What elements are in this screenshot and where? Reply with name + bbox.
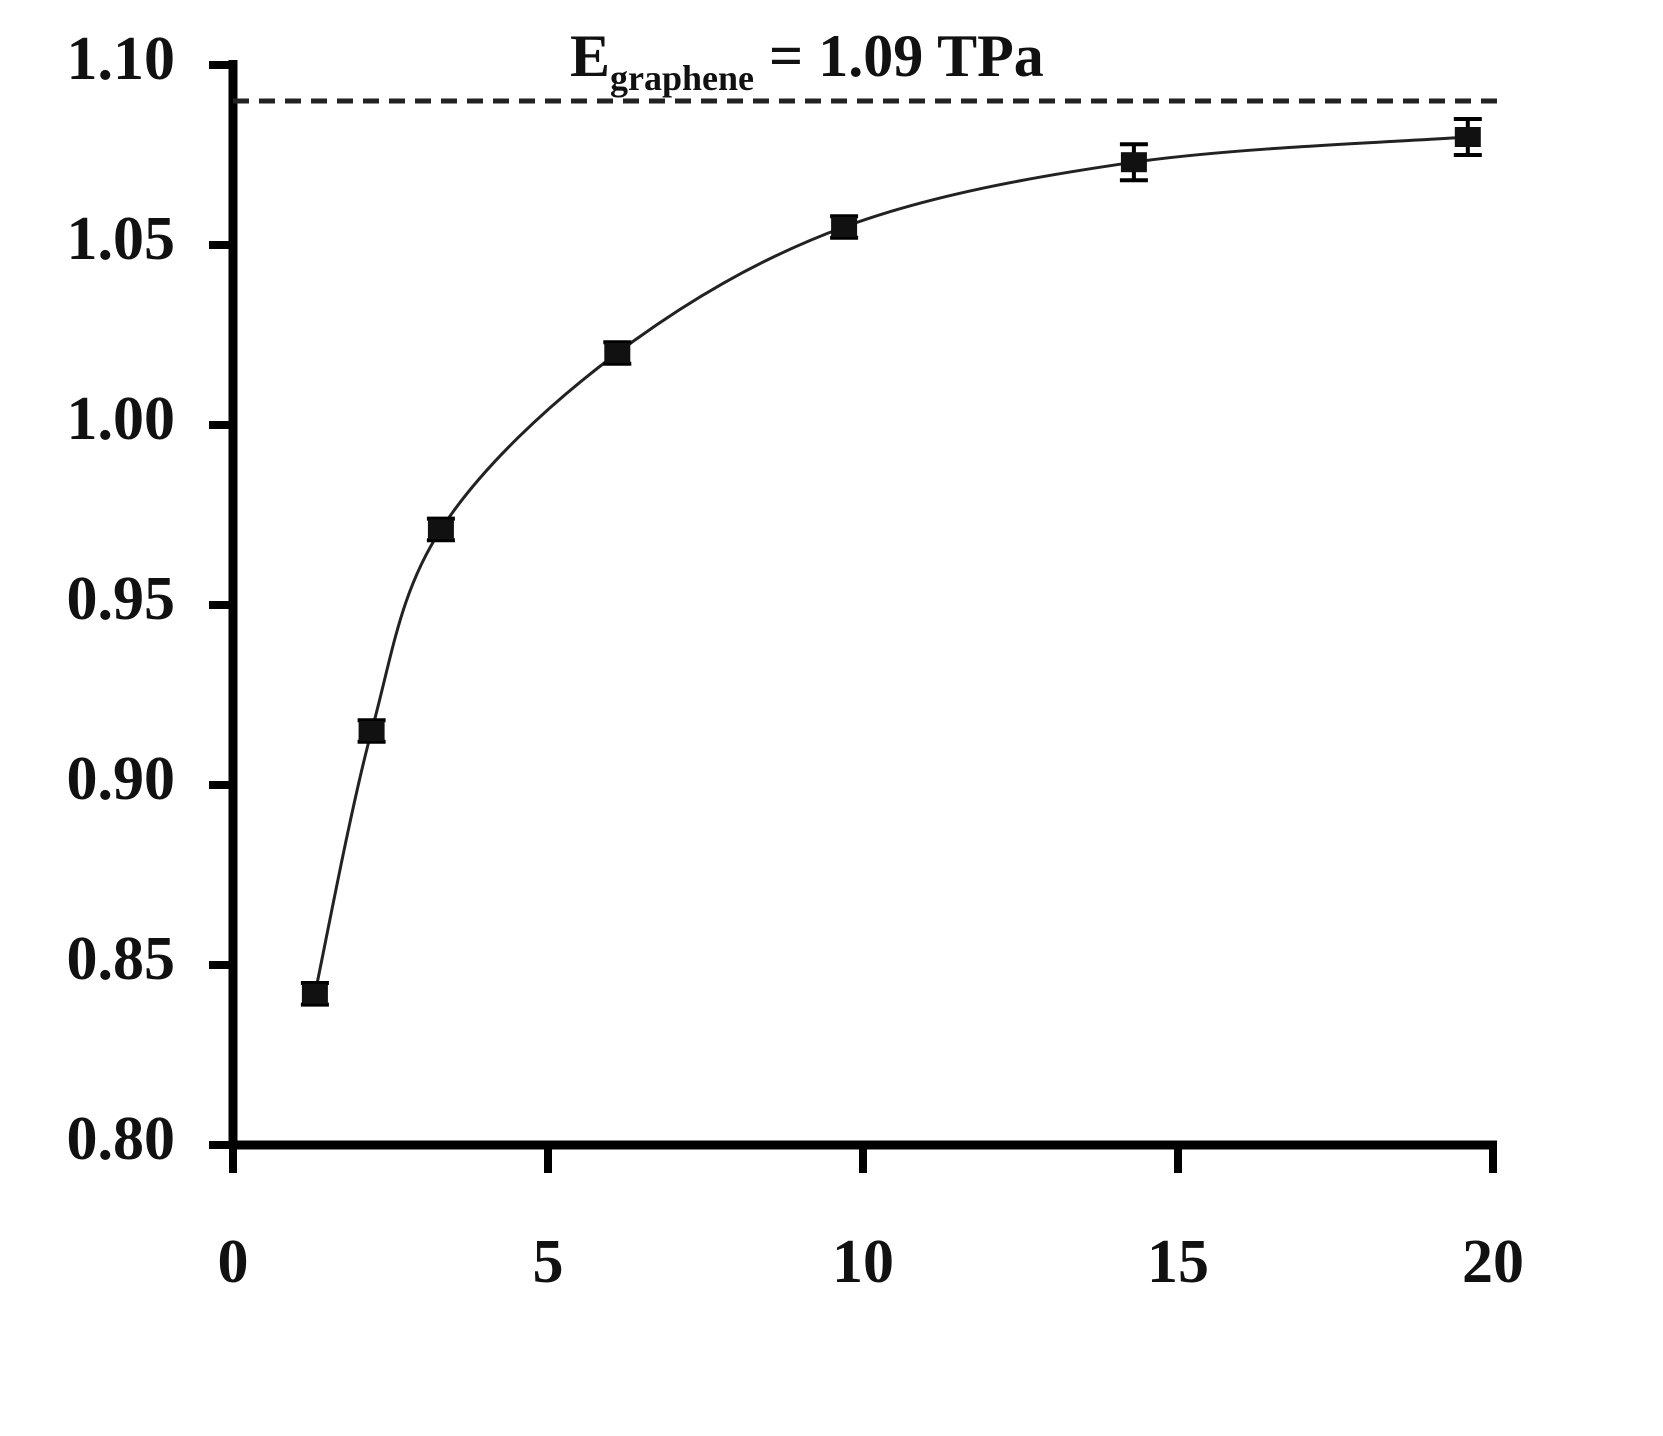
y-tick-label: 0.85 (67, 925, 176, 993)
data-point (1454, 127, 1481, 147)
annotation-subscript: graphene (610, 58, 754, 98)
y-tick-label: 0.80 (67, 1105, 176, 1173)
annotation-text: E (570, 23, 610, 89)
data-point (358, 721, 385, 741)
x-tick-label: 10 (832, 1228, 894, 1296)
data-point (427, 519, 454, 540)
y-tick-label: 1.10 (67, 25, 176, 93)
data-point (604, 343, 631, 363)
x-tick-label: 20 (1462, 1228, 1524, 1296)
data-point (1120, 152, 1147, 173)
y-tick-label: 1.05 (67, 205, 176, 273)
annotation-suffix: = 1.09 TPa (754, 23, 1044, 89)
series-line (313, 135, 1468, 995)
y-tick-label: 0.95 (67, 565, 176, 633)
y-tick-label: 1.00 (67, 385, 176, 453)
annotation: Egraphene = 1.09 TPa (570, 23, 1044, 99)
y-tick-label: 0.90 (67, 745, 176, 813)
x-tick-label: 15 (1147, 1228, 1209, 1296)
x-tick-label: 5 (533, 1228, 564, 1296)
data-point (301, 983, 328, 1004)
data-point (831, 217, 858, 237)
x-tick-label: 0 (218, 1228, 249, 1296)
